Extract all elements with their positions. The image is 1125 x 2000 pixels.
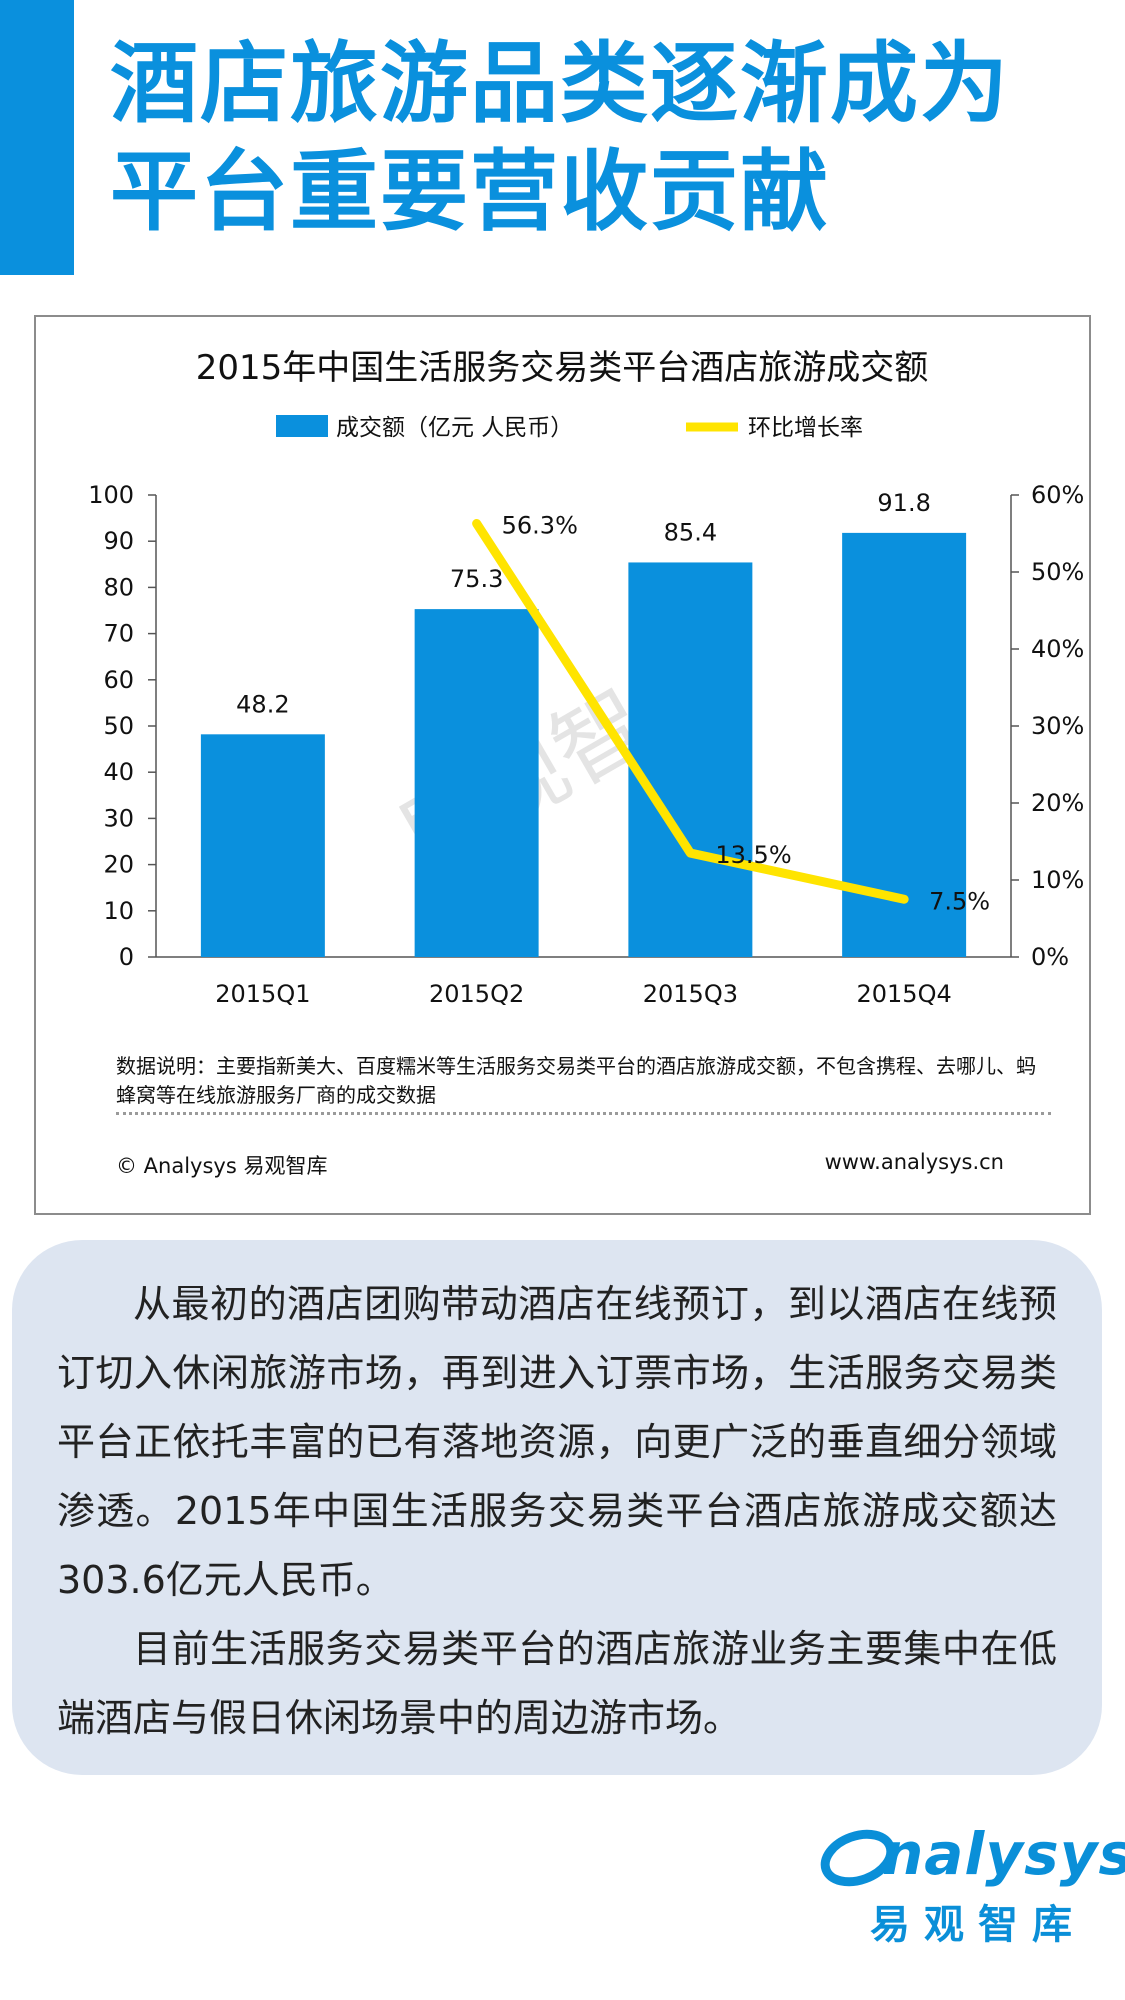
- legend-label-bar: 成交额（亿元 人民币）: [336, 415, 573, 441]
- paragraph-1: 从最初的酒店团购带动酒店在线预订，到以酒店在线预订切入休闲旅游市场，再到进入订票…: [57, 1282, 1057, 1602]
- y-tick-label-left: 10: [103, 897, 134, 925]
- bar-value-label: 85.4: [664, 518, 717, 546]
- y-tick-label-left: 50: [103, 712, 134, 740]
- bar-value-label: 75.3: [450, 565, 503, 593]
- chart: 易观智库 2015年中国生活服务交易类平台酒店旅游成交额 成交额（亿元 人民币）…: [88, 348, 1084, 1008]
- line-point: [474, 521, 479, 526]
- y-tick-label-left: 20: [103, 851, 134, 879]
- chart-copyright: © Analysys 易观智库: [116, 1154, 328, 1178]
- bar: [414, 609, 539, 957]
- legend-swatch-bar: [276, 415, 328, 437]
- y-tick-label-left: 30: [103, 804, 134, 832]
- chart-divider: [116, 1112, 1051, 1115]
- y-tick-label-right: 60%: [1031, 481, 1084, 509]
- chart-note: 数据说明：主要指新美大、百度糯米等生活服务交易类平台的酒店旅游成交额，不包含携程…: [116, 1054, 1036, 1107]
- text-panel: 从最初的酒店团购带动酒店在线预订，到以酒店在线预订切入休闲旅游市场，再到进入订票…: [12, 1240, 1102, 1775]
- line-point: [688, 851, 693, 856]
- chart-axes: 0 10 20 30 40 50 60 70 80 90 100 0% 10% 20% 30% 40% 50% 6…: [88, 481, 1084, 1008]
- bar-value-label: 91.8: [877, 489, 930, 517]
- bar: [200, 734, 325, 957]
- chart-legend: 成交额（亿元 人民币） 环比增长率: [276, 415, 863, 441]
- page-title-line-1: 酒店旅游品类逐渐成为: [110, 32, 1011, 135]
- chart-frame: 易观智库 2015年中国生活服务交易类平台酒店旅游成交额 成交额（亿元 人民币）…: [34, 315, 1091, 1215]
- y-tick-label-right: 20%: [1031, 789, 1084, 817]
- y-tick-label-right: 0%: [1031, 943, 1069, 971]
- line-point: [902, 897, 907, 902]
- y-tick-label-right: 30%: [1031, 712, 1084, 740]
- y-tick-label-left: 0: [119, 943, 134, 971]
- y-tick-label-right: 50%: [1031, 558, 1084, 586]
- x-tick-label: 2015Q1: [215, 980, 310, 1008]
- line-value-label: 56.3%: [502, 511, 578, 539]
- y-tick-label-left: 90: [103, 527, 134, 555]
- paragraph-2: 目前生活服务交易类平台的酒店旅游业务主要集中在低端酒店与假日休闲场景中的周边游市…: [57, 1627, 1057, 1740]
- line-value-label: 7.5%: [929, 887, 990, 915]
- bar-value-label: 48.2: [236, 690, 289, 718]
- x-tick-label: 2015Q2: [429, 980, 524, 1008]
- logo-chinese-name: 易观智库: [870, 1902, 1086, 1948]
- page-title-line-2: 平台重要营收贡献: [110, 140, 831, 243]
- y-tick-label-left: 40: [103, 758, 134, 786]
- y-tick-label-right: 10%: [1031, 866, 1084, 894]
- analysys-logo: nalysys 易观智库: [820, 1810, 1125, 1980]
- y-tick-label-right: 40%: [1031, 635, 1084, 663]
- y-tick-label-left: 60: [103, 666, 134, 694]
- page-title: 酒店旅游品类逐渐成为 平台重要营收贡献: [110, 30, 1110, 246]
- logo-wordmark: nalysys: [882, 1820, 1125, 1888]
- x-tick-label: 2015Q3: [643, 980, 738, 1008]
- y-tick-label-left: 80: [103, 573, 134, 601]
- chart-website: www.analysys.cn: [824, 1150, 1004, 1174]
- chart-line: 56.3% 13.5% 7.5%: [472, 511, 990, 915]
- chart-title: 2015年中国生活服务交易类平台酒店旅游成交额: [196, 348, 929, 388]
- logo-swoosh-icon: [820, 1829, 896, 1887]
- y-tick-label-left: 70: [103, 620, 134, 648]
- bar: [628, 562, 753, 957]
- y-tick-label-left: 100: [88, 481, 134, 509]
- x-tick-label: 2015Q4: [857, 980, 952, 1008]
- line-value-label: 13.5%: [715, 841, 791, 869]
- legend-label-line: 环比增长率: [748, 415, 863, 441]
- title-accent-bar: [0, 0, 74, 275]
